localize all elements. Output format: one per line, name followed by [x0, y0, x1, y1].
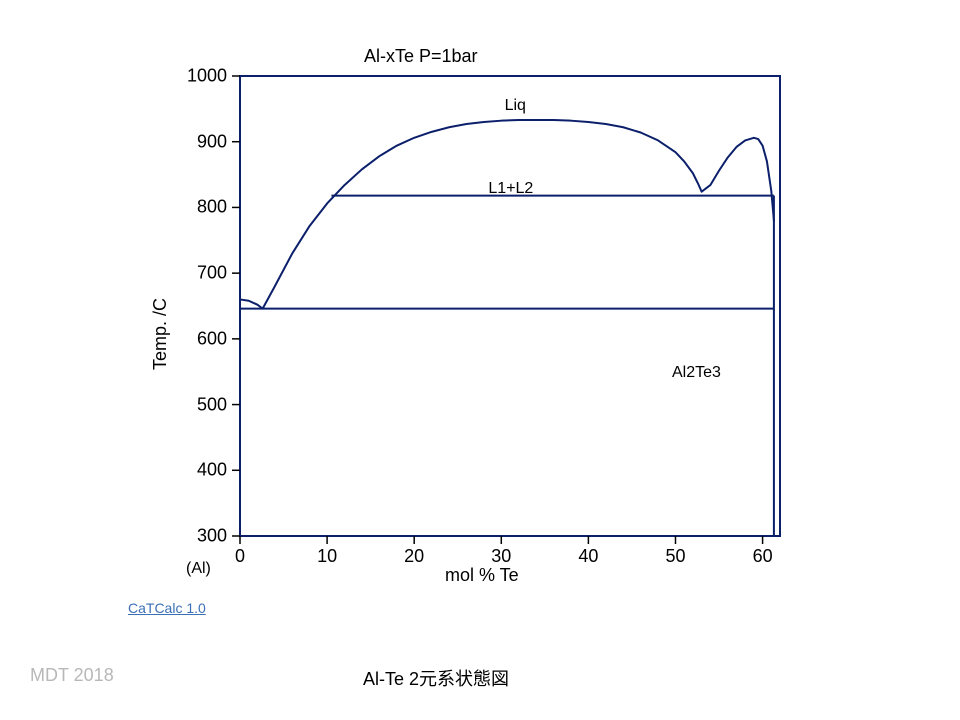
page-root: Al-xTe P=1bar Temp. /C mol % Te (Al) CaT…	[0, 0, 960, 720]
x-tick-label: 20	[404, 546, 424, 567]
catcalc-link[interactable]: CaTCalc 1.0	[128, 600, 206, 616]
y-tick-label: 500	[182, 394, 227, 415]
footer-credit: MDT 2018	[30, 665, 114, 686]
y-tick-label: 700	[182, 263, 227, 284]
x-tick-label: 30	[491, 546, 511, 567]
y-tick-label: 1000	[182, 66, 227, 87]
x-tick-label: 60	[753, 546, 773, 567]
y-tick-label: 600	[182, 328, 227, 349]
y-tick-label: 300	[182, 526, 227, 547]
x-tick-label: 50	[665, 546, 685, 567]
x-tick-label: 40	[578, 546, 598, 567]
x-tick-label: 10	[317, 546, 337, 567]
footer-caption: Al-Te 2元系状態図	[363, 665, 509, 691]
x-tick-label: 0	[235, 546, 245, 567]
y-tick-label: 900	[182, 131, 227, 152]
y-tick-label: 800	[182, 197, 227, 218]
region-label-liq: Liq	[505, 97, 526, 115]
region-label-l1l2: L1+L2	[488, 180, 533, 198]
y-tick-label: 400	[182, 460, 227, 481]
region-label-al2te3: Al2Te3	[672, 364, 721, 382]
